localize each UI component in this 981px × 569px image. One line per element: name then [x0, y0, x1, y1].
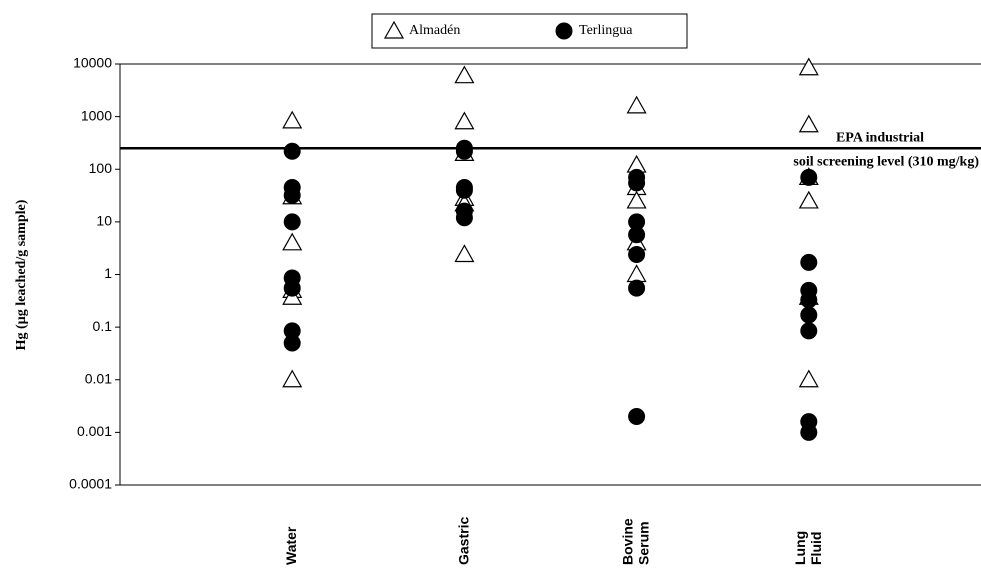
circle-point	[800, 291, 818, 309]
triangle-point	[282, 369, 303, 388]
circle-point	[455, 142, 473, 160]
circle-point	[628, 174, 646, 192]
circle-point	[283, 334, 301, 352]
triangle-point	[798, 57, 819, 76]
y-tick-label: 10000	[73, 55, 112, 71]
circle-point	[283, 279, 301, 297]
y-tick-label: 0.0001	[69, 476, 112, 492]
y-tick-label: 1	[104, 265, 112, 281]
circle-point	[800, 168, 818, 186]
legend-label: Almadén	[409, 23, 460, 38]
triangle-point	[626, 190, 647, 209]
triangle-point	[798, 369, 819, 388]
reference-label: soil screening level (310 mg/kg)	[793, 155, 979, 170]
reference-label: EPA industrial	[836, 131, 924, 146]
x-tick-label: LungFluid	[792, 531, 824, 565]
triangle-point	[454, 65, 475, 84]
circle-point	[455, 209, 473, 227]
x-tick-label: Gastric	[455, 517, 471, 565]
circle-point	[283, 142, 301, 160]
circle-point	[800, 322, 818, 340]
legend-box	[371, 13, 688, 49]
triangle-point	[282, 110, 303, 129]
y-tick-label: 1000	[81, 107, 112, 123]
circle-point	[628, 245, 646, 263]
circle-point	[800, 253, 818, 271]
triangle-point	[282, 232, 303, 251]
circle-point	[283, 186, 301, 204]
y-tick-label: 0.001	[77, 423, 112, 439]
triangle-point	[798, 190, 819, 209]
triangle-point	[798, 114, 819, 133]
triangle-point	[626, 95, 647, 114]
x-tick-label: Water	[283, 526, 299, 565]
circle-point	[628, 226, 646, 244]
y-axis-label: Hg (µg leached/g sample)	[14, 199, 29, 350]
circle-point	[800, 306, 818, 324]
circle-point	[628, 408, 646, 426]
circle-point	[628, 279, 646, 297]
circle-point	[800, 423, 818, 441]
x-tick-label: BovineSerum	[619, 518, 651, 565]
triangle-point	[454, 244, 475, 263]
triangle-point	[383, 20, 405, 39]
legend-label: Terlingua	[579, 23, 633, 38]
circle-point	[555, 22, 573, 40]
y-tick-label: 0.01	[85, 370, 112, 386]
y-tick-label: 10	[96, 213, 112, 229]
y-tick-label: 100	[89, 160, 113, 176]
circle-point	[283, 213, 301, 231]
triangle-point	[626, 264, 647, 283]
circle-point	[455, 181, 473, 199]
triangle-point	[454, 111, 475, 130]
y-tick-label: 0.1	[93, 318, 113, 334]
